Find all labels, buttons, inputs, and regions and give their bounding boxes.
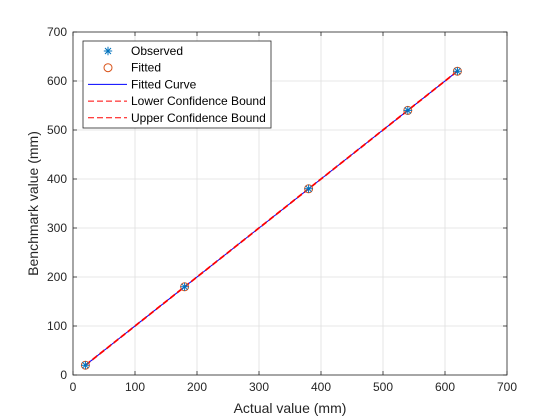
x-tick-label: 400	[311, 380, 331, 394]
legend-entry: Observed	[103, 44, 183, 58]
y-tick-label: 500	[47, 123, 67, 137]
x-tick-label: 300	[249, 380, 269, 394]
observed-point	[453, 67, 462, 76]
y-tick-label: 600	[47, 74, 67, 88]
legend: Observed Fitted Fitted Curve Lower Confiden…	[82, 40, 272, 129]
observed-point	[180, 282, 189, 291]
y-axis-label: Benchmark value (mm)	[25, 131, 41, 276]
series-line-4	[85, 70, 458, 366]
axis-ticks	[72, 31, 508, 376]
x-tick-label: 500	[373, 380, 393, 394]
axes-box	[72, 31, 508, 376]
series-lines	[85, 70, 458, 367]
y-tick-label: 300	[47, 221, 67, 235]
legend-label: Lower Confidence Bound	[131, 94, 266, 108]
observed-point	[403, 106, 412, 115]
x-tick-label: 600	[435, 380, 455, 394]
legend-label: Fitted Curve	[131, 77, 197, 91]
series-markers	[80, 66, 462, 370]
legend-swatch	[103, 63, 113, 73]
legend-entry: Lower Confidence Bound	[88, 94, 266, 108]
x-axis-label: Actual value (mm)	[234, 400, 347, 416]
y-tick-label: 200	[47, 270, 67, 284]
legend-entry: Fitted Curve	[88, 77, 197, 91]
y-tick-label: 0	[60, 368, 67, 382]
legend-entry: Fitted	[103, 61, 161, 75]
y-tick-label: 700	[47, 25, 67, 39]
x-tick-label: 0	[70, 380, 77, 394]
x-tick-label: 200	[187, 380, 207, 394]
legend-swatch	[103, 46, 113, 56]
legend-label: Fitted	[131, 61, 161, 75]
series-line-3	[85, 71, 458, 367]
legend-label: Upper Confidence Bound	[131, 111, 266, 125]
observed-point	[304, 184, 313, 193]
x-tick-label: 700	[497, 380, 517, 394]
y-tick-label: 400	[47, 172, 67, 186]
x-tick-label: 100	[125, 380, 145, 394]
legend-label: Observed	[131, 44, 183, 58]
observed-point	[81, 361, 90, 370]
y-tick-label: 100	[47, 319, 67, 333]
legend-entry: Upper Confidence Bound	[88, 111, 266, 125]
tick-labels: 0 100 200 300 400 500 600 700 0 100 200 300 400 500 60…	[47, 25, 517, 394]
